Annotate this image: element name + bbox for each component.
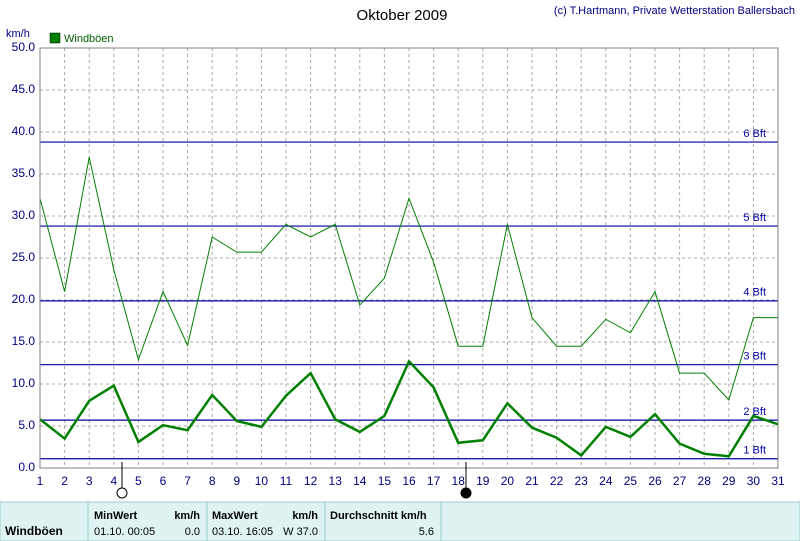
x-tick-label: 30 (747, 474, 761, 488)
x-tick-label: 12 (304, 474, 318, 488)
x-tick-label: 24 (599, 474, 613, 488)
x-tick-label: 27 (673, 474, 687, 488)
y-tick-label: 10.0 (12, 376, 36, 390)
x-tick-label: 20 (501, 474, 515, 488)
x-tick-label: 19 (476, 474, 490, 488)
series-line (39, 359, 779, 458)
x-tick-label: 15 (378, 474, 392, 488)
x-tick-label: 11 (280, 474, 293, 488)
x-tick-label: 13 (329, 474, 343, 488)
y-tick-label: 0.0 (18, 460, 35, 474)
x-tick-label: 22 (550, 474, 564, 488)
credit: (c) T.Hartmann, Private Wetterstation Ba… (554, 5, 795, 17)
beaufort-label: 5 Bft (743, 212, 766, 224)
x-tick-label: 3 (86, 474, 93, 488)
x-tick-label: 9 (233, 474, 240, 488)
y-tick-label: 45.0 (12, 82, 36, 96)
y-tick-label: 15.0 (12, 334, 36, 348)
min-value: 0.0 (185, 526, 200, 538)
y-tick-label: 20.0 (12, 292, 36, 306)
y-tick-label: 5.0 (18, 418, 35, 432)
min-header: MinWert (94, 510, 138, 522)
max-header: MaxWert (212, 510, 258, 522)
avg-value: 5.6 (419, 526, 434, 538)
x-tick-label: 21 (525, 474, 539, 488)
beaufort-label: 6 Bft (743, 128, 766, 140)
x-tick-label: 10 (255, 474, 269, 488)
x-tick-label: 23 (575, 474, 589, 488)
beaufort-label: 1 Bft (743, 445, 766, 457)
x-tick-label: 26 (648, 474, 662, 488)
y-tick-label: 40.0 (12, 124, 36, 138)
beaufort-label: 2 Bft (743, 406, 766, 418)
x-tick-label: 6 (160, 474, 167, 488)
beaufort-label: 3 Bft (743, 351, 766, 363)
beaufort-label: 4 Bft (743, 287, 766, 299)
x-tick-label: 7 (184, 474, 191, 488)
legend-swatch (49, 32, 61, 44)
x-tick-label: 2 (61, 474, 68, 488)
y-axis-label: km/h (6, 28, 30, 40)
new-moon (460, 487, 472, 499)
x-tick-label: 17 (427, 474, 441, 488)
series-line (39, 157, 778, 401)
x-tick-label: 25 (624, 474, 638, 488)
max-time: 03.10. 16:05 (212, 526, 273, 538)
y-tick-label: 25.0 (12, 250, 36, 264)
x-tick-label: 29 (722, 474, 736, 488)
x-tick-label: 8 (209, 474, 216, 488)
legend-label: Windböen (64, 33, 114, 45)
y-tick-label: 50.0 (12, 40, 36, 54)
plot-frame (39, 47, 779, 469)
max-unit: km/h (292, 510, 318, 522)
min-unit: km/h (174, 510, 200, 522)
x-tick-label: 14 (353, 474, 367, 488)
y-tick-label: 30.0 (12, 208, 36, 222)
avg-header: Durchschnitt km/h (330, 510, 427, 522)
x-tick-label: 5 (135, 474, 142, 488)
min-time: 01.10. 00:05 (94, 526, 155, 538)
x-tick-label: 18 (452, 474, 466, 488)
x-tick-label: 1 (37, 474, 44, 488)
x-tick-label: 4 (110, 474, 117, 488)
x-tick-label: 28 (698, 474, 712, 488)
x-tick-label: 16 (402, 474, 416, 488)
chart-title: Oktober 2009 (357, 7, 448, 24)
summary-label: Windböen (5, 524, 63, 538)
x-tick-label: 31 (771, 474, 785, 488)
summary-panel (0, 501, 800, 541)
y-tick-label: 35.0 (12, 166, 36, 180)
full-moon (116, 487, 128, 499)
max-value: W 37.0 (283, 526, 318, 538)
